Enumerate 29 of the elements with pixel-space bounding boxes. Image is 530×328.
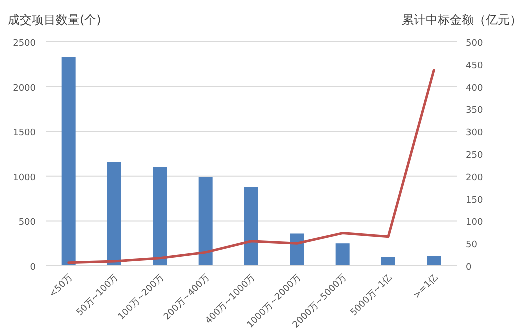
y2-tick-label: 450 — [466, 61, 484, 72]
y2-tick-label: 100 — [466, 218, 484, 228]
y2-tick-label: 400 — [466, 84, 484, 94]
y-tick-label: 2500 — [13, 39, 36, 49]
y2-tick-label: 250 — [466, 151, 484, 161]
bar — [153, 167, 168, 266]
y2-tick-label: 0 — [466, 263, 472, 273]
bar — [336, 244, 350, 266]
bar — [427, 256, 442, 266]
y2-tick-label: 500 — [466, 39, 484, 49]
y-tick-label: 2000 — [13, 84, 36, 94]
y-axis-title: 成交项目数量(个) — [8, 13, 102, 27]
bar — [290, 234, 304, 266]
bar — [244, 187, 258, 266]
y2-tick-label: 50 — [466, 240, 478, 251]
y2-tick-label: 350 — [466, 106, 484, 116]
y2-axis-title: 累计中标金额（亿元） — [402, 13, 522, 27]
y-tick-label: 0 — [30, 263, 36, 273]
bar — [108, 162, 122, 266]
y-tick-label: 1500 — [13, 128, 36, 139]
bar — [62, 57, 76, 266]
bar — [198, 177, 213, 266]
line-series — [68, 68, 436, 264]
y2-tick-label: 200 — [466, 173, 484, 184]
bar — [382, 257, 396, 266]
y2-tick-label: 150 — [466, 196, 484, 206]
y2-tick-label: 300 — [466, 128, 484, 139]
y-tick-label: 1000 — [13, 173, 36, 184]
y-tick-label: 500 — [18, 218, 36, 228]
